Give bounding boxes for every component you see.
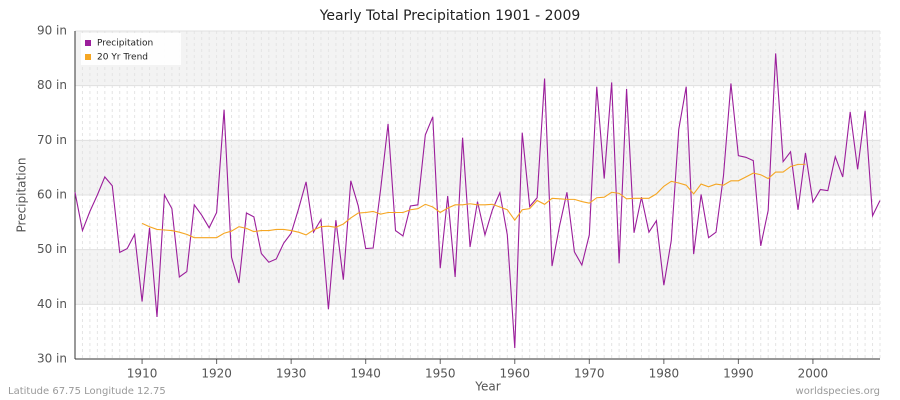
x-tick-label: 1950 <box>425 367 456 381</box>
chart-title: Yearly Total Precipitation 1901 - 2009 <box>319 8 581 24</box>
x-tick-label: 1970 <box>574 367 605 381</box>
band <box>75 31 880 86</box>
legend-swatch <box>85 40 91 46</box>
y-tick-label: 40 in <box>37 297 67 311</box>
footer-left: Latitude 67.75 Longitude 12.75 <box>8 386 166 397</box>
x-tick-label: 1940 <box>350 367 381 381</box>
y-tick-label: 90 in <box>37 24 67 38</box>
series-line <box>74 53 881 349</box>
x-tick-label: 1980 <box>649 367 680 381</box>
legend-label: 20 Yr Trend <box>97 53 148 63</box>
band <box>75 140 880 195</box>
y-tick-label: 60 in <box>37 188 67 202</box>
y-tick-label: 50 in <box>37 242 67 256</box>
series-line <box>141 163 806 239</box>
x-tick-label: 1910 <box>127 367 158 381</box>
y-axis-label: Precipitation <box>15 157 29 232</box>
legend-label: Precipitation <box>97 39 153 49</box>
y-tick-label: 70 in <box>37 133 67 147</box>
y-tick-label: 80 in <box>37 78 67 92</box>
y-tick-label: 30 in <box>37 352 67 366</box>
legend-box <box>81 33 181 65</box>
x-tick-label: 1930 <box>276 367 307 381</box>
legend-swatch <box>85 54 91 60</box>
x-tick-label: 1960 <box>499 367 530 381</box>
x-axis-label: Year <box>474 380 500 394</box>
x-tick-label: 1920 <box>201 367 232 381</box>
footer-right: worldspecies.org <box>796 386 880 397</box>
x-tick-label: 2000 <box>798 367 829 381</box>
x-tick-label: 1990 <box>723 367 754 381</box>
